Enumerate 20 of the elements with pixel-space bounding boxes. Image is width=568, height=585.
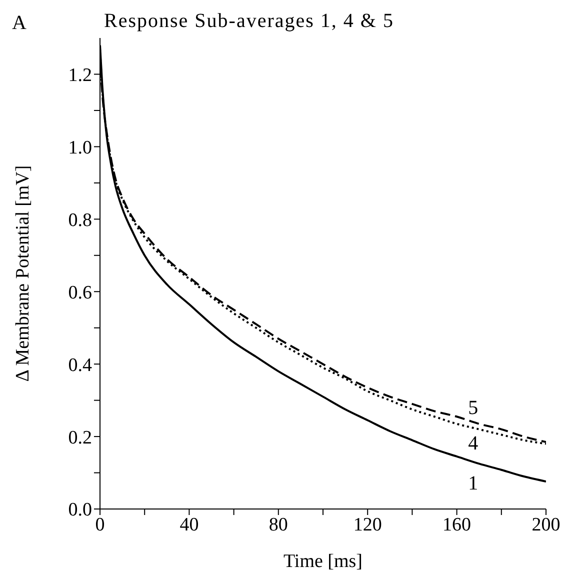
x-tick-label: 40 bbox=[180, 514, 199, 536]
x-tick-label: 80 bbox=[268, 514, 288, 536]
y-axis-title: Δ Membrane Potential [mV] bbox=[12, 165, 34, 382]
series-label: 5 bbox=[468, 396, 478, 419]
text: A bbox=[12, 12, 26, 35]
y-tick-label: 0.2 bbox=[68, 427, 92, 448]
x-tick-label: 0 bbox=[95, 514, 105, 536]
series-label: 4 bbox=[468, 432, 478, 454]
x-axis-title: Time [ms] bbox=[283, 551, 363, 572]
y-tick-label: 0.0 bbox=[68, 500, 92, 521]
y-tick-label: 1.2 bbox=[68, 64, 92, 86]
x-tick-label: 160 bbox=[442, 514, 472, 536]
series-label: 1 bbox=[468, 472, 478, 495]
y-tick-label: 0.8 bbox=[68, 210, 92, 231]
x-tick-label: 120 bbox=[353, 514, 382, 536]
y-tick-label: 1.0 bbox=[68, 137, 92, 158]
chart-title: Response Sub-averages 1, 4 & 5 bbox=[104, 10, 394, 33]
y-tick-label: 0.6 bbox=[68, 282, 92, 304]
y-tick-label: 0.4 bbox=[68, 354, 92, 376]
x-tick-label: 200 bbox=[532, 514, 560, 536]
